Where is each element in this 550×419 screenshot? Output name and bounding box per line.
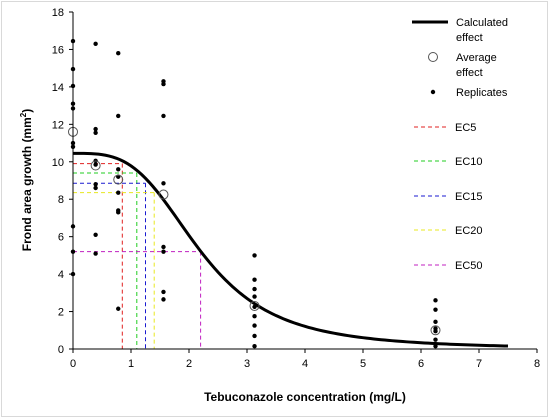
y-axis-title-close: )	[20, 109, 34, 113]
x-tick-label: 2	[186, 358, 192, 370]
replicate-point	[116, 210, 121, 215]
legend-replicates-swatch	[430, 89, 436, 95]
replicate-point	[161, 289, 166, 295]
replicate-point	[433, 343, 438, 349]
x-tick-label: 4	[302, 358, 308, 370]
replicate-point	[161, 81, 166, 87]
replicate-point	[116, 113, 121, 119]
replicate-point	[252, 277, 257, 282]
y-tick-label: 8	[58, 194, 64, 206]
calculated-effect-curve	[73, 151, 509, 348]
replicate-point	[161, 181, 166, 186]
x-tick-label: 7	[476, 358, 482, 370]
replicate-point	[161, 297, 166, 302]
ec-threshold-lines	[73, 163, 202, 349]
y-tick-label: 14	[52, 82, 64, 94]
average-effect-point	[113, 174, 124, 185]
replicate-point	[252, 253, 257, 258]
replicate-point	[252, 294, 257, 299]
replicate-point	[252, 343, 257, 349]
replicate-point	[252, 333, 257, 339]
replicate-point	[252, 304, 257, 310]
x-tick-label: 6	[418, 358, 424, 370]
average-effect-point	[430, 325, 441, 336]
replicate-point	[116, 190, 121, 195]
x-tick-label: 3	[244, 358, 250, 370]
y-tick-label: 2	[58, 307, 64, 319]
average-effect-point	[90, 160, 101, 171]
y-tick-label: 0	[58, 344, 64, 356]
y-axis-title: Frond area growth (mm2)	[19, 109, 34, 251]
x-tick-labels: 0 1 2 3 4 5 6 7 8	[70, 349, 540, 370]
x-tick-label: 1	[128, 358, 134, 370]
y-tick-label: 10	[52, 157, 64, 169]
replicate-point	[93, 162, 98, 167]
replicate-point	[93, 185, 98, 191]
replicate-point	[433, 298, 438, 303]
x-tick-label: 8	[534, 358, 540, 370]
replicate-point	[161, 244, 166, 250]
x-axis-title: Tebuconazole concentration (mg/L)	[204, 390, 406, 404]
replicate-point	[116, 306, 121, 311]
legend-average-label-1: Average	[456, 52, 497, 64]
y-tick-label: 4	[58, 269, 64, 281]
replicate-point	[116, 167, 121, 172]
replicate-point	[252, 314, 257, 319]
replicate-point	[433, 319, 438, 325]
replicate-point	[93, 251, 98, 256]
replicate-point	[161, 249, 166, 254]
legend-ec-label: EC5	[455, 122, 476, 134]
legend-replicates-label: Replicates	[456, 87, 508, 99]
legend-calculated-label-1: Calculated	[456, 17, 508, 29]
x-tick-label: 5	[360, 358, 366, 370]
average-effect-point	[158, 189, 169, 200]
replicate-point	[93, 182, 98, 187]
legend-ec-label: EC10	[455, 156, 483, 168]
x-tick-label: 0	[70, 358, 76, 370]
y-tick-label: 6	[58, 232, 64, 244]
replicate-point	[93, 232, 98, 237]
replicate-point	[252, 323, 257, 328]
legend-calculated-label-2: effect	[456, 32, 483, 44]
legend-ec-entries: EC5 EC10 EC15 EC20 EC50	[414, 122, 483, 272]
average-effect-point	[249, 300, 260, 311]
legend-average-label-2: effect	[456, 67, 483, 79]
legend-ec-label: EC20	[455, 225, 483, 237]
y-tick-label: 16	[52, 44, 64, 56]
replicate-point	[93, 41, 98, 47]
replicate-point	[161, 113, 166, 119]
calculated-effect-curve-group	[73, 151, 509, 348]
y-tick-label: 18	[52, 7, 64, 19]
replicate-point	[93, 126, 98, 132]
replicate-point	[433, 329, 438, 334]
replicate-point	[433, 307, 438, 312]
legend-ec-label: EC15	[455, 191, 483, 203]
replicate-point	[433, 337, 438, 342]
legend: Calculated effect Average effect Replica…	[412, 17, 508, 272]
replicate-point	[116, 50, 121, 56]
replicate-point	[116, 174, 121, 179]
replicate-point	[93, 130, 98, 135]
y-axis-title-superscript: 2	[19, 112, 28, 117]
legend-average-swatch	[428, 52, 438, 62]
y-tick-labels: 0 2 4 6 8 10 12 14 16 18	[52, 7, 73, 356]
replicate-point	[252, 286, 257, 292]
legend-ec-label: EC50	[455, 260, 483, 272]
y-tick-label: 12	[52, 119, 64, 131]
